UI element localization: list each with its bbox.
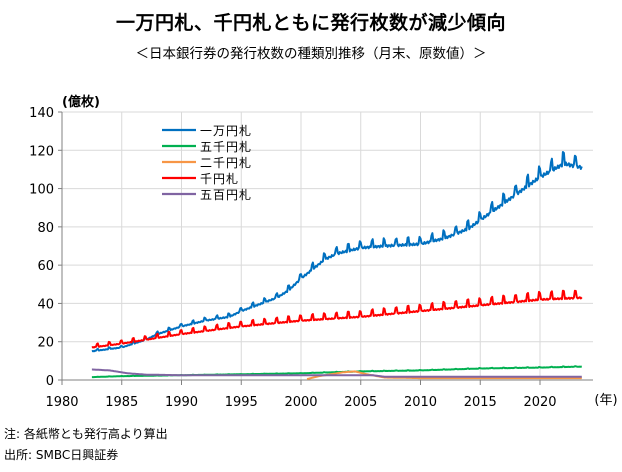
x-axis-label: (年): [594, 393, 617, 408]
legend-label: 千円札: [200, 172, 239, 186]
chart-subtitle: ＜日本銀行券の発行枚数の種類別推移（月末、原数値）＞: [135, 46, 487, 62]
legend-label: 二千円札: [200, 156, 252, 170]
x-tick-label: 2000: [284, 395, 317, 410]
x-tick-label: 1990: [165, 395, 198, 410]
y-tick-label: 80: [37, 221, 54, 236]
y-tick-label: 140: [29, 106, 54, 121]
x-tick-label: 2005: [344, 395, 377, 410]
series-line-0: [91, 151, 583, 353]
series-line-2: [306, 370, 582, 380]
series-line-3: [91, 289, 583, 349]
footnote-source: 出所: SMBC日興証券: [4, 448, 119, 462]
x-tick-label: 2020: [523, 395, 556, 410]
series-lines: [91, 151, 583, 380]
y-tick-label: 60: [37, 259, 54, 274]
y-tick-label: 20: [37, 336, 54, 351]
series-line-4: [91, 368, 582, 378]
x-tick-label: 2010: [404, 395, 437, 410]
x-tick-label: 2015: [464, 395, 497, 410]
footnote-note: 注: 各紙幣とも発行高より算出: [4, 427, 168, 441]
x-tick-label: 1985: [105, 395, 138, 410]
grid: [62, 111, 593, 380]
legend-label: 五百円札: [200, 188, 252, 202]
y-tick-label: 40: [37, 297, 54, 312]
legend-label: 五千円札: [200, 140, 252, 154]
legend-label: 一万円札: [200, 124, 252, 138]
y-tick-label: 100: [29, 183, 54, 198]
chart-title: 一万円札、千円札ともに発行枚数が減少傾向: [115, 12, 506, 34]
x-tick-label: 1980: [45, 395, 78, 410]
axes: 0 20 40 60 80 100 120 140 1980 1985 1990 1995 2000 20…: [29, 106, 617, 410]
y-tick-label: 120: [29, 144, 54, 159]
x-tick-label: 1995: [225, 395, 258, 410]
y-tick-label: 0: [46, 374, 54, 389]
y-axis-label: (億枚): [62, 95, 100, 110]
